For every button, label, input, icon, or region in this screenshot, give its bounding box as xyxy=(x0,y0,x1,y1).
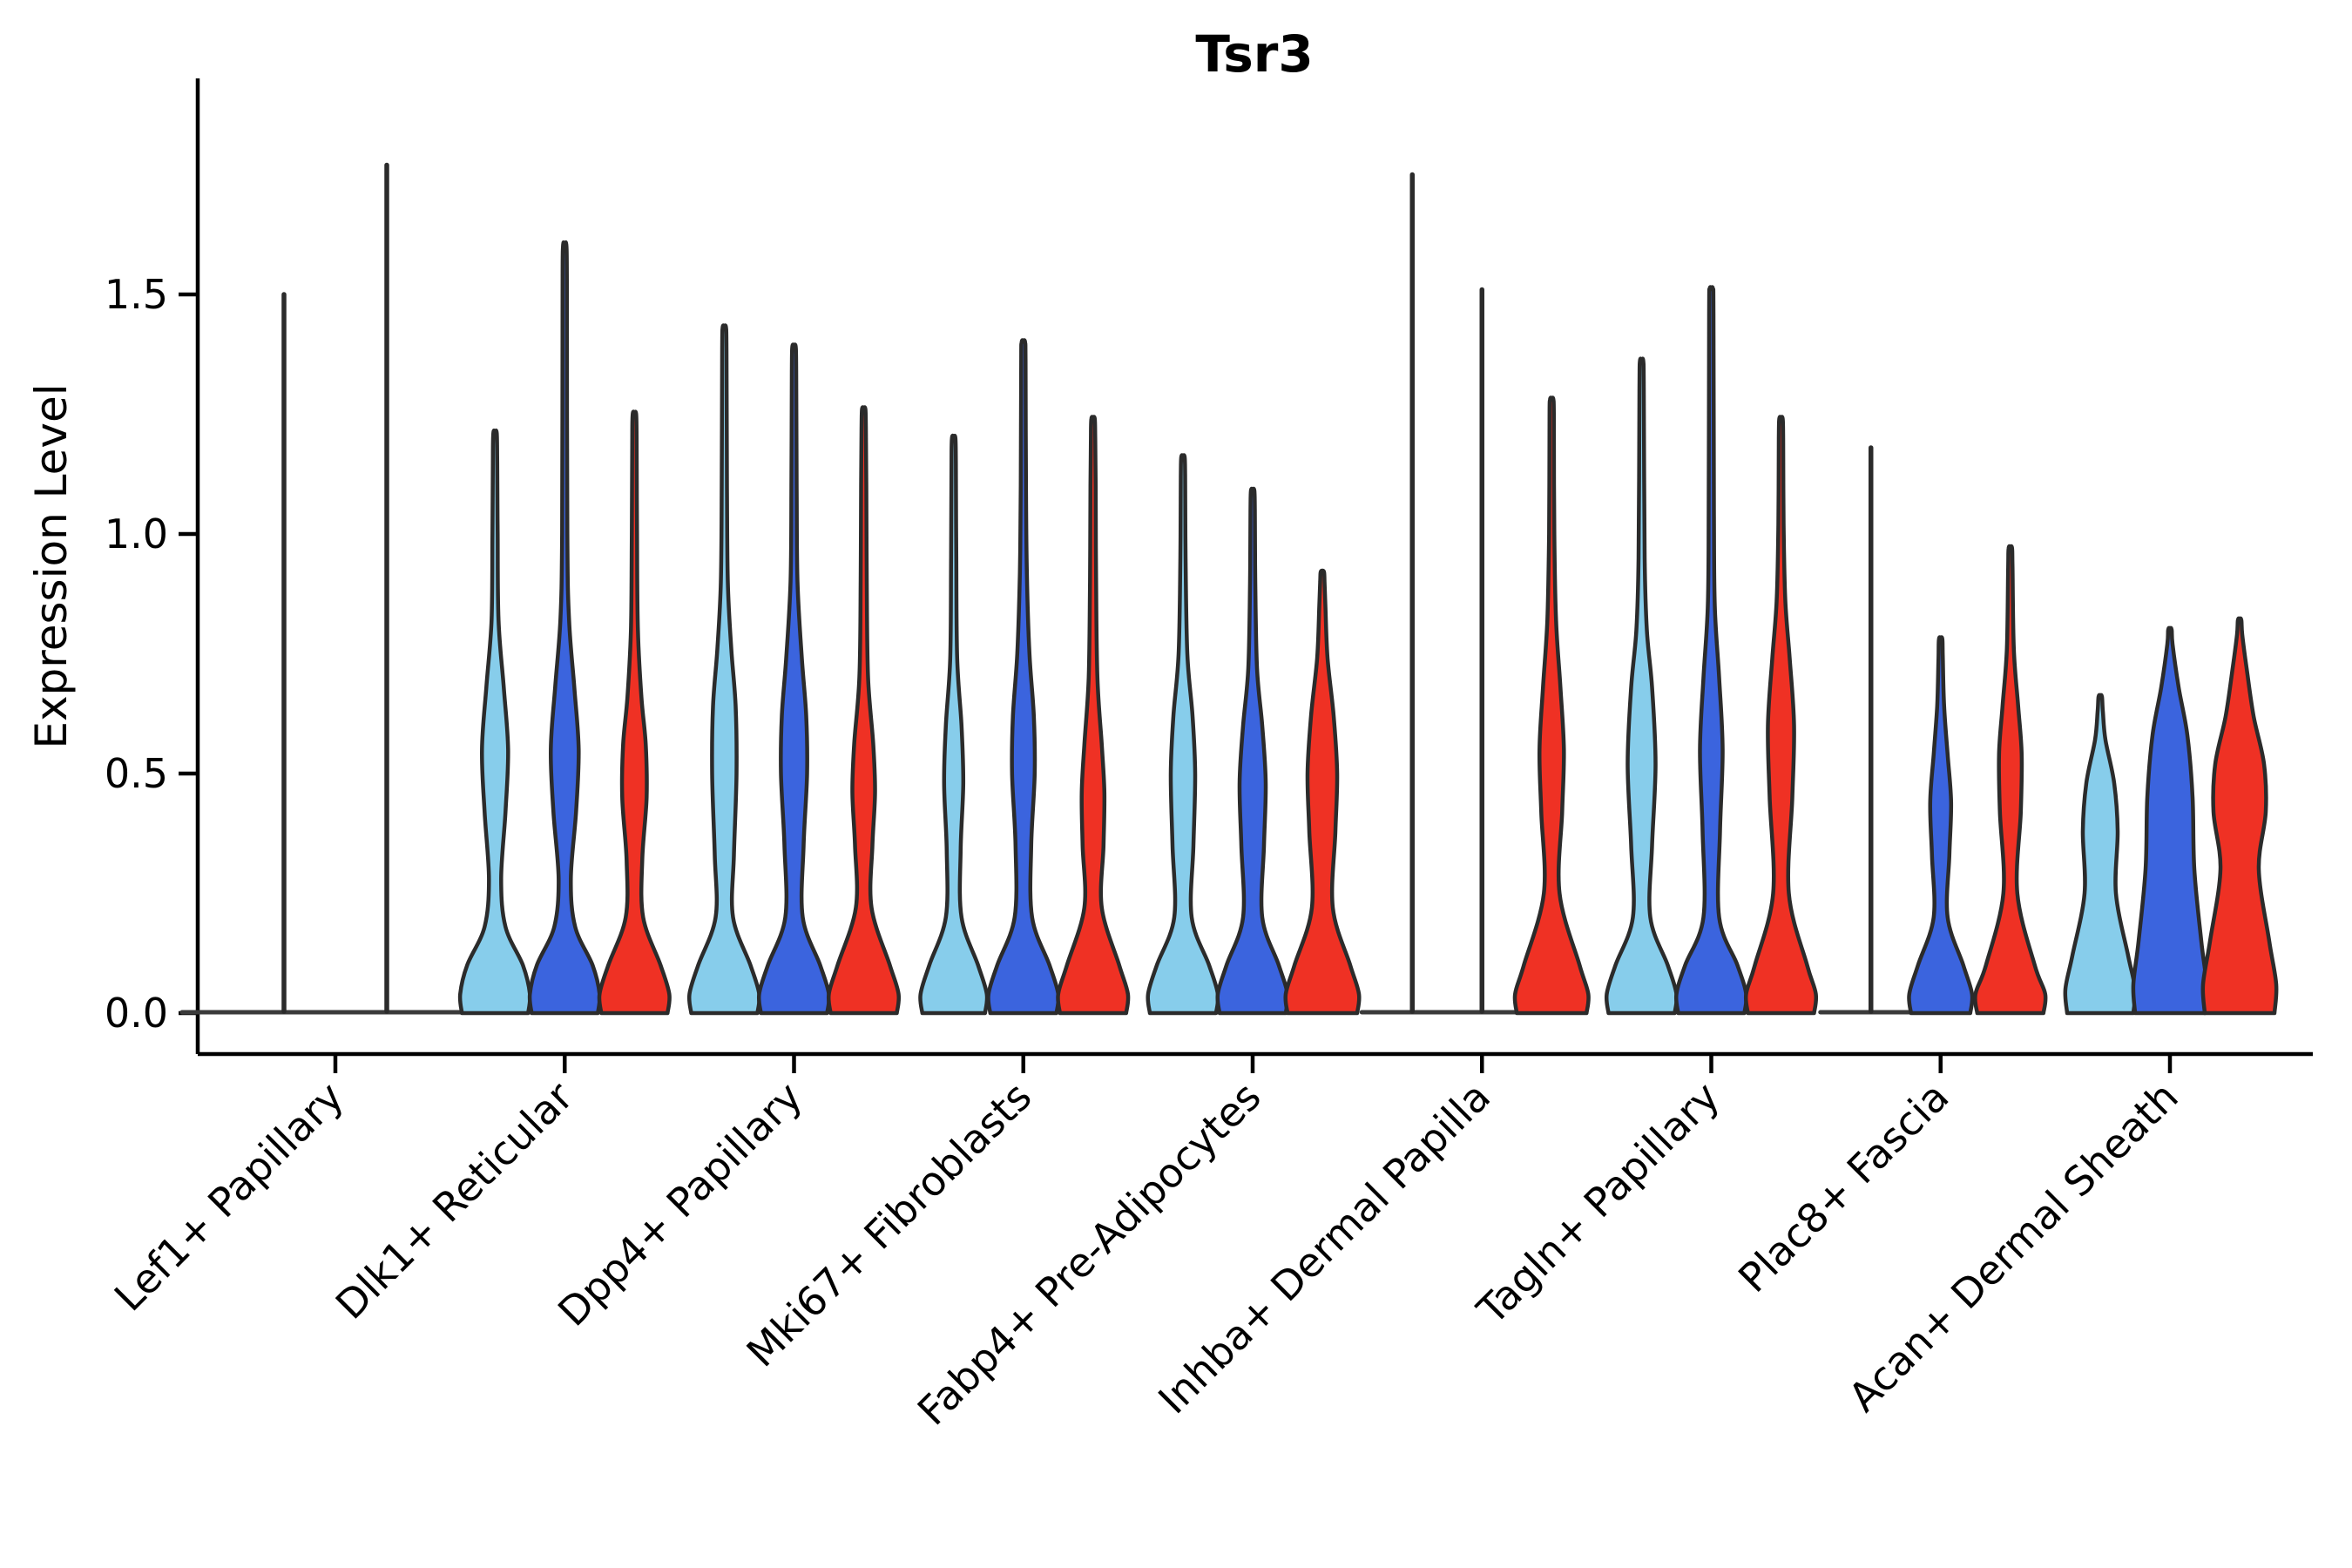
y-tick-label: 1.5 xyxy=(105,271,168,318)
violin-5-red xyxy=(1512,395,1591,1016)
violins xyxy=(179,162,2279,1016)
violin-6-dark xyxy=(1673,285,1749,1016)
violin-6-light xyxy=(1604,356,1680,1016)
violin-4-dark xyxy=(1215,486,1290,1016)
violin-3-red xyxy=(1056,415,1131,1016)
violin-1-dark xyxy=(527,240,602,1016)
violin-8-dark xyxy=(2131,625,2209,1016)
x-tick-label: Tagln+ Papillary xyxy=(1468,1073,1729,1335)
violin-4-light xyxy=(1146,453,1220,1016)
violin-8-light xyxy=(2063,693,2138,1016)
x-tick-label: Dlk1+ Reticular xyxy=(327,1073,582,1328)
violin-2-dark xyxy=(756,342,832,1016)
violin-3-light xyxy=(918,433,990,1016)
y-tick-label: 0.5 xyxy=(105,750,168,797)
y-tick-label: 1.0 xyxy=(105,510,168,558)
violin-3-dark xyxy=(986,338,1061,1016)
violin-2-red xyxy=(826,405,902,1016)
x-tick-label: Lef1+ Papillary xyxy=(105,1073,353,1321)
violin-7-red xyxy=(1973,544,2048,1016)
violin-7-dark xyxy=(1907,635,1975,1016)
violin-1-light xyxy=(457,429,532,1016)
y-tick-label: 0.0 xyxy=(105,990,168,1037)
violin-4-red xyxy=(1283,568,1362,1016)
x-tick-label: Plac8+ Fascia xyxy=(1729,1073,1957,1301)
violin-6-red xyxy=(1743,415,1819,1016)
violin-2-light xyxy=(686,323,762,1016)
violin-1-red xyxy=(597,409,672,1016)
plot-title: Tsr3 xyxy=(1195,24,1314,84)
violin-8-red xyxy=(2200,616,2279,1016)
x-tick-label: Dpp4+ Papillary xyxy=(549,1073,811,1335)
